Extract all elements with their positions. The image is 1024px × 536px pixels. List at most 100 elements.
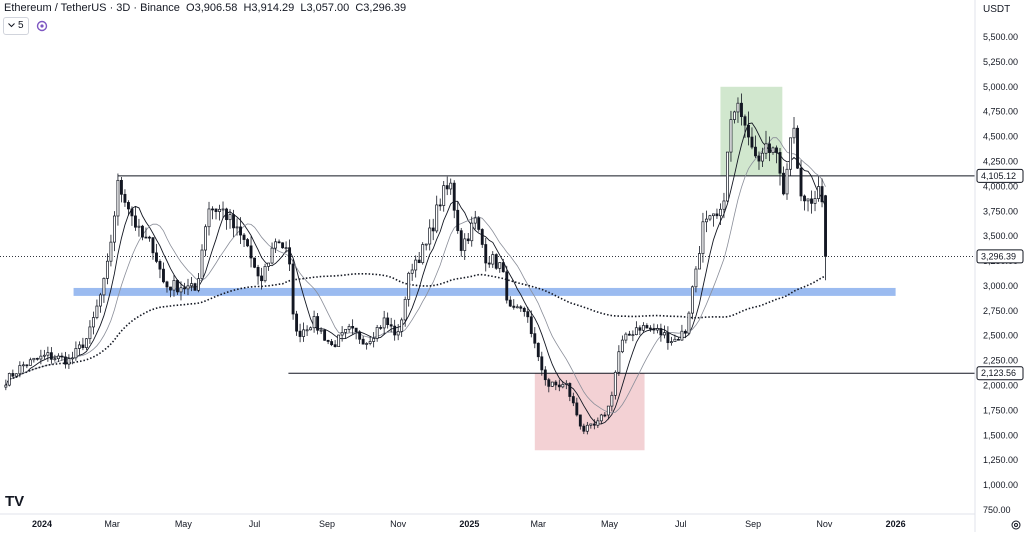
candle-body-down bbox=[141, 225, 144, 238]
candle bbox=[799, 160, 803, 202]
candle-body-up bbox=[585, 424, 589, 432]
time-tick-label: 2024 bbox=[32, 519, 52, 529]
candle bbox=[344, 328, 348, 339]
candle bbox=[218, 204, 221, 221]
candle-body-up bbox=[274, 241, 278, 249]
candle-body-up bbox=[14, 373, 18, 377]
price-tick-label: 4,500.00 bbox=[983, 132, 1018, 142]
candle bbox=[14, 373, 18, 378]
candle bbox=[375, 324, 379, 342]
candle-body-down bbox=[379, 327, 383, 329]
candle-body-up bbox=[95, 305, 99, 318]
candle-body-up bbox=[736, 102, 740, 113]
candle bbox=[340, 326, 344, 342]
candle bbox=[435, 195, 439, 234]
candle bbox=[49, 347, 53, 364]
candle-body-down bbox=[361, 338, 365, 345]
price-tag-label: 2,123.56 bbox=[981, 368, 1016, 378]
candle bbox=[200, 244, 204, 281]
candle-body-down bbox=[358, 331, 362, 340]
candle-body-up bbox=[761, 152, 764, 162]
candle-body-up bbox=[186, 285, 190, 290]
price-tag-layer: 4,105.12 2,123.56 3,296.39 bbox=[976, 168, 1024, 381]
price-tag-label: 4,105.12 bbox=[981, 171, 1016, 181]
candle bbox=[274, 238, 278, 253]
candle bbox=[239, 217, 242, 245]
candle-body-up bbox=[200, 249, 204, 280]
candle-body-down bbox=[487, 262, 491, 265]
candle-body-up bbox=[463, 238, 467, 251]
candle bbox=[655, 324, 659, 334]
candle bbox=[557, 379, 561, 392]
candle-body-down bbox=[480, 229, 484, 245]
price-tag: 3,296.39 bbox=[976, 249, 1024, 264]
candle bbox=[386, 312, 390, 329]
candle bbox=[459, 227, 463, 257]
candle-body-down bbox=[253, 257, 256, 268]
candle-body-down bbox=[743, 116, 747, 126]
candle-body-up bbox=[84, 338, 88, 348]
candle bbox=[235, 218, 239, 236]
candle-body-up bbox=[32, 357, 36, 361]
candle bbox=[127, 200, 130, 216]
candle-body-down bbox=[477, 217, 481, 230]
candle-body-up bbox=[414, 259, 418, 271]
candle-body-up bbox=[98, 294, 102, 307]
candle bbox=[669, 336, 673, 346]
sync-icon[interactable] bbox=[36, 19, 48, 32]
time-axis-labels: 2024 Mar May Jul Sep Nov 2025 Mar May Jul Sep Nov 20… bbox=[32, 519, 906, 529]
candle bbox=[505, 265, 509, 304]
indicator-count-button[interactable]: 5 bbox=[3, 17, 29, 35]
candle-body-up bbox=[190, 283, 193, 287]
candle-body-down bbox=[277, 241, 281, 244]
candle bbox=[445, 176, 449, 196]
candle bbox=[610, 391, 614, 412]
candle bbox=[578, 414, 582, 430]
candle bbox=[515, 304, 519, 309]
candle bbox=[817, 176, 820, 202]
price-tick-label: 4,750.00 bbox=[983, 107, 1018, 117]
currency-label[interactable]: USDT bbox=[983, 4, 1011, 15]
candle bbox=[295, 310, 299, 336]
candle bbox=[214, 208, 218, 220]
candle-body-down bbox=[494, 254, 498, 269]
candle bbox=[112, 211, 116, 252]
candle bbox=[641, 322, 645, 333]
candle bbox=[424, 243, 428, 251]
candle bbox=[326, 339, 330, 345]
candle bbox=[172, 275, 176, 297]
candle-body-down bbox=[155, 252, 158, 262]
gear-icon[interactable] bbox=[1010, 518, 1022, 530]
candle-body-up bbox=[197, 278, 200, 291]
price-tick-label: 5,000.00 bbox=[983, 82, 1018, 92]
candle bbox=[568, 382, 572, 402]
candle bbox=[7, 372, 11, 387]
candle bbox=[620, 335, 624, 354]
candle bbox=[449, 178, 453, 195]
candle-body-up bbox=[673, 338, 677, 342]
price-tick-label: 2,000.00 bbox=[983, 381, 1018, 391]
symbol-title[interactable]: Ethereum / TetherUS · 3D · Binance bbox=[4, 2, 180, 14]
candle-body-down bbox=[35, 357, 39, 360]
candle-body-down bbox=[225, 208, 228, 221]
candle bbox=[151, 237, 155, 260]
candle-body-up bbox=[624, 333, 628, 341]
candle bbox=[256, 264, 260, 285]
candle bbox=[705, 210, 708, 233]
candle bbox=[596, 417, 600, 428]
candle-body-up bbox=[204, 226, 207, 251]
candle bbox=[764, 130, 768, 160]
candle bbox=[169, 286, 172, 298]
candle bbox=[803, 194, 806, 211]
candle bbox=[305, 325, 309, 336]
candle-body-up bbox=[596, 420, 600, 426]
candle-body-down bbox=[183, 287, 186, 290]
candle-body-up bbox=[687, 312, 691, 334]
candle bbox=[42, 349, 46, 360]
candle bbox=[599, 413, 603, 424]
candle-body-up bbox=[410, 269, 414, 274]
band-zone bbox=[73, 287, 896, 296]
candle bbox=[260, 267, 263, 290]
price-tick-label: 4,250.00 bbox=[983, 156, 1018, 166]
